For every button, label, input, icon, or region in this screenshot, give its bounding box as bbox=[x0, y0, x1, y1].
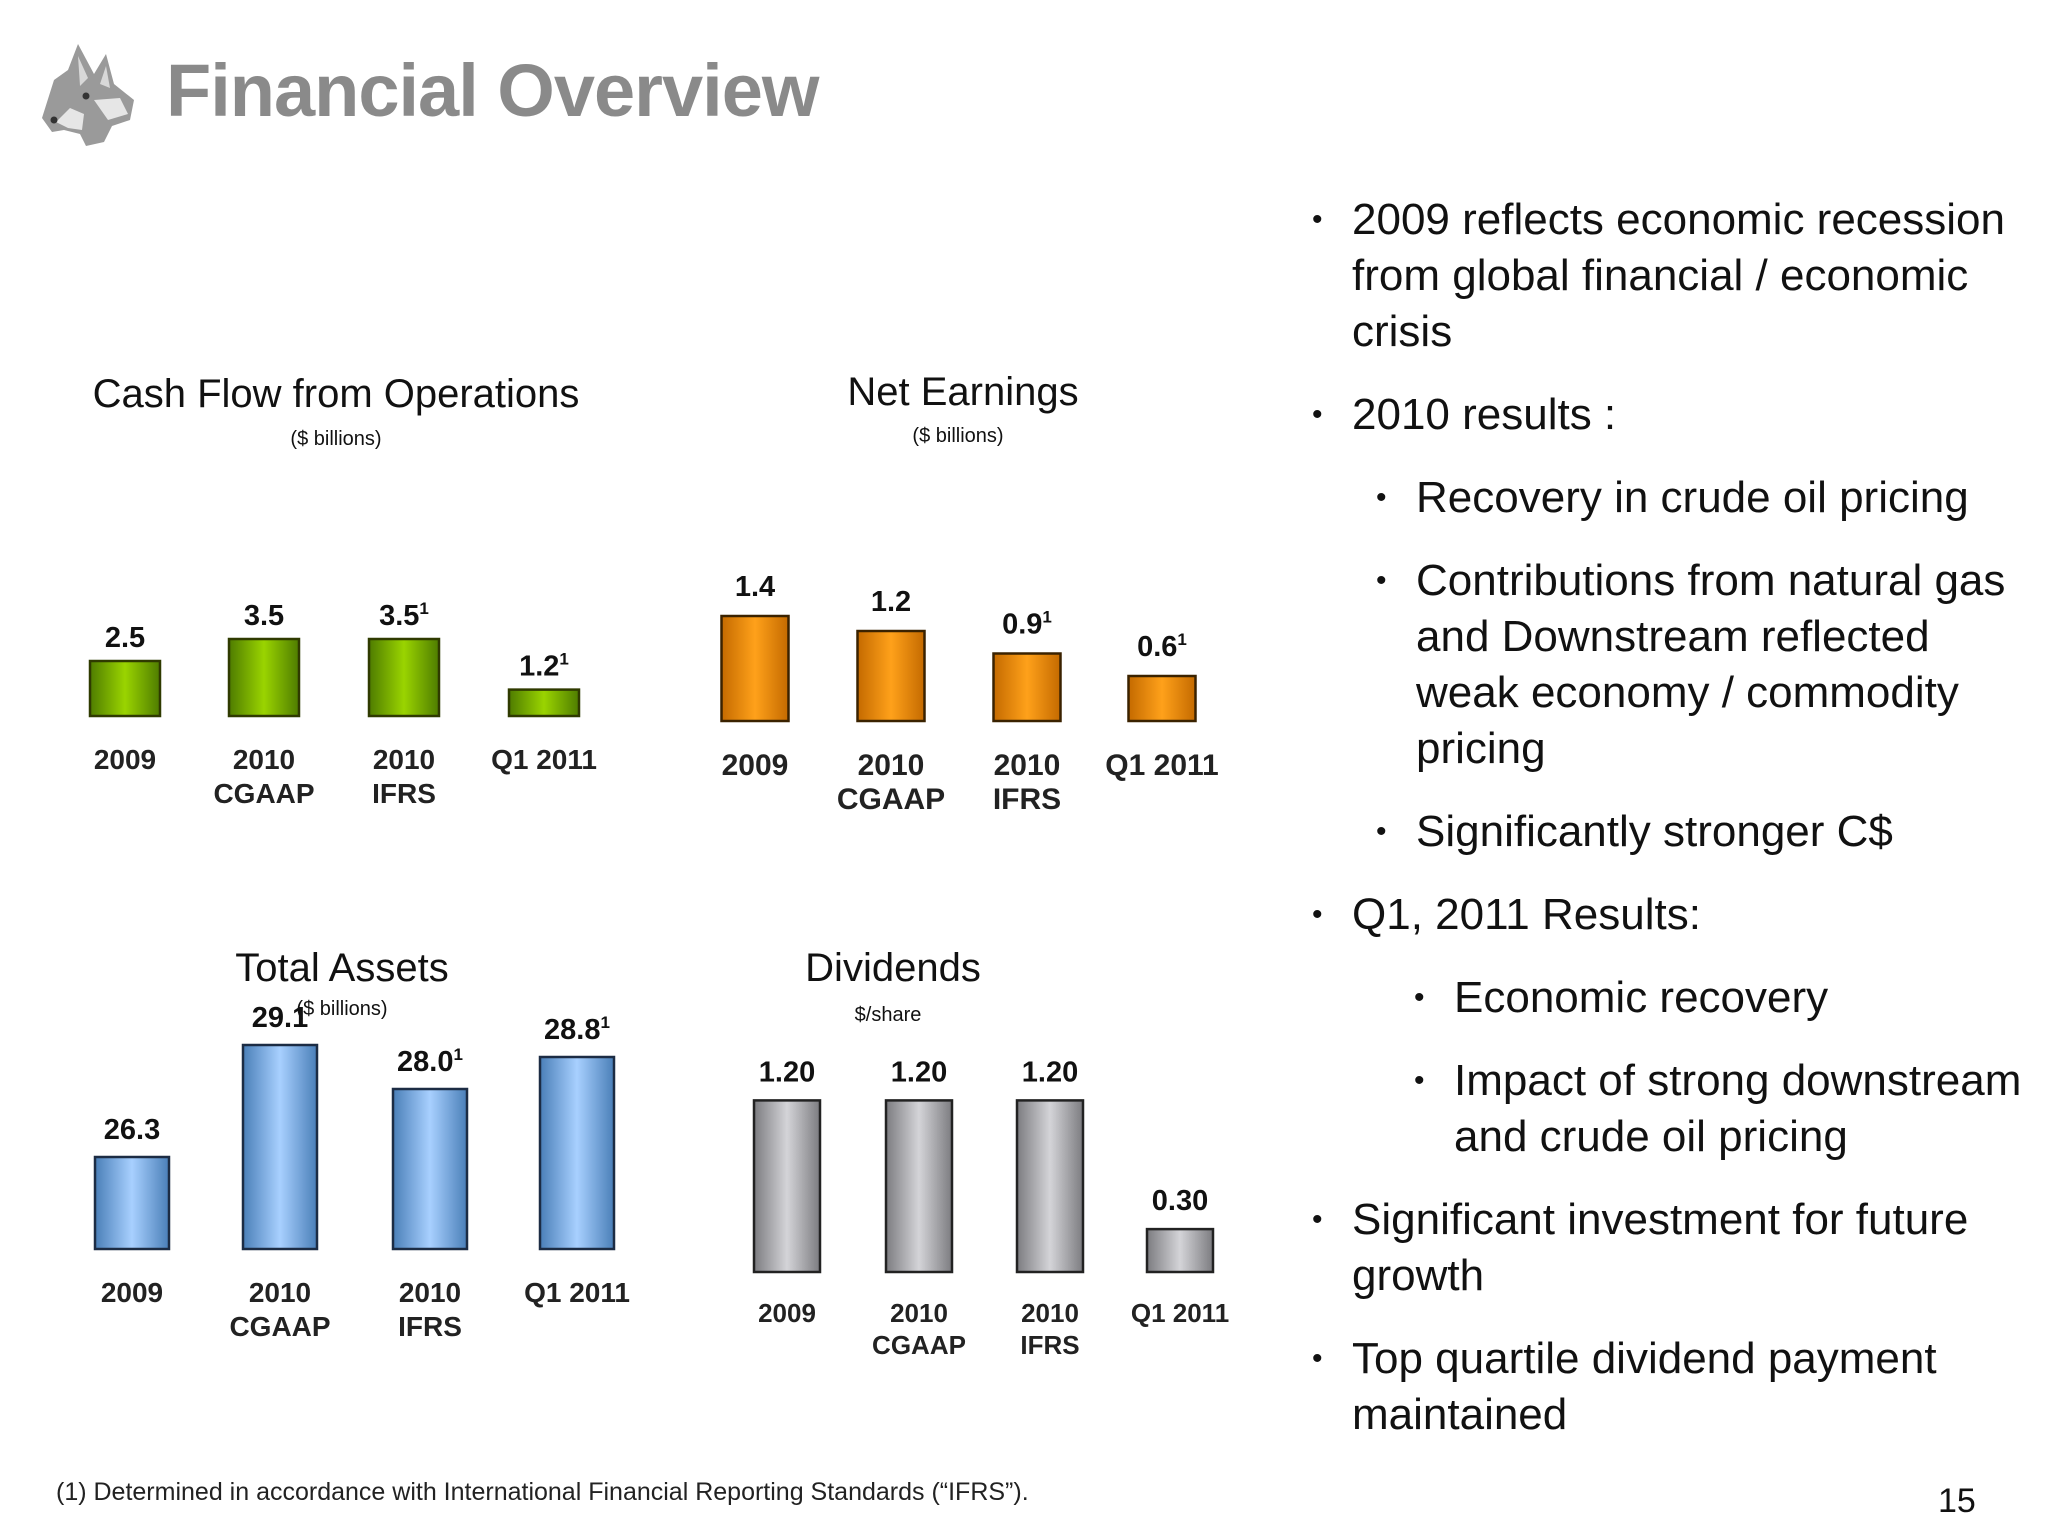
bar-cfo-2 bbox=[367, 637, 441, 718]
value-label-ne-3: 0.61 bbox=[1137, 630, 1187, 663]
page-number: 15 bbox=[1938, 1482, 1976, 1520]
value-label-cfo-2: 3.51 bbox=[379, 599, 429, 632]
value-label-div-1: 1.20 bbox=[891, 1056, 947, 1088]
bullet-investment-growth: Significant investment for future growth bbox=[1300, 1192, 2040, 1304]
bullet-crude-oil-pricing: Recovery in crude oil pricing bbox=[1364, 470, 2040, 526]
bullet-strong-downstream: Impact of strong downstream and crude oi… bbox=[1402, 1053, 2040, 1165]
chart-unit-total-assets: ($ billions) bbox=[296, 998, 388, 1020]
bullet-2009-recession: 2009 reflects economic recession from gl… bbox=[1300, 192, 2040, 360]
category-label-ne-3-0: Q1 2011 bbox=[1105, 749, 1218, 782]
value-label-div-0: 1.20 bbox=[759, 1056, 815, 1088]
bar-ta-2 bbox=[391, 1087, 469, 1251]
chart-title-cfo: Cash Flow from Operations bbox=[92, 372, 580, 416]
bar-ne-2 bbox=[992, 652, 1062, 723]
bar-ne-1 bbox=[856, 629, 926, 723]
value-label-ne-2: 0.91 bbox=[1002, 608, 1052, 641]
commentary-bullets: 2009 reflects economic recession from gl… bbox=[1300, 192, 2040, 1470]
bullet-stronger-cad: Significantly stronger C$ bbox=[1364, 804, 2040, 860]
bar-ne-3 bbox=[1127, 674, 1197, 723]
bar-ta-1 bbox=[241, 1043, 319, 1251]
category-label-div-1-1: CGAAP bbox=[872, 1330, 966, 1360]
category-label-ne-1-1: CGAAP bbox=[837, 783, 945, 816]
category-label-div-1-0: 2010 bbox=[890, 1298, 948, 1328]
category-label-ne-1-0: 2010 bbox=[858, 749, 925, 782]
bar-ta-0 bbox=[93, 1155, 171, 1251]
category-label-ta-1-1: CGAAP bbox=[229, 1311, 330, 1342]
bullet-q1-2011-results: Q1, 2011 Results: bbox=[1300, 887, 2040, 943]
value-label-div-3: 0.30 bbox=[1152, 1185, 1208, 1217]
category-label-ne-2-1: IFRS bbox=[993, 783, 1061, 816]
chart-unit-dividends: $/share bbox=[854, 1004, 922, 1026]
category-label-div-3-0: Q1 2011 bbox=[1131, 1298, 1229, 1328]
value-label-cfo-1: 3.5 bbox=[244, 600, 284, 632]
value-label-div-2: 1.20 bbox=[1022, 1056, 1078, 1088]
value-label-ta-2: 28.01 bbox=[397, 1045, 463, 1078]
category-label-cfo-0-0: 2009 bbox=[94, 744, 156, 775]
value-label-cfo-0: 2.5 bbox=[105, 622, 145, 654]
category-label-ta-3-0: Q1 2011 bbox=[524, 1277, 630, 1308]
value-label-ta-3: 28.81 bbox=[544, 1013, 610, 1046]
category-label-div-2-1: IFRS bbox=[1020, 1330, 1079, 1360]
value-label-cfo-3: 1.21 bbox=[519, 650, 569, 683]
bar-cfo-0 bbox=[88, 659, 162, 718]
category-label-cfo-2-0: 2010 bbox=[373, 744, 435, 775]
bar-div-1 bbox=[884, 1099, 954, 1274]
category-label-cfo-1-0: 2010 bbox=[233, 744, 295, 775]
category-label-ta-2-0: 2010 bbox=[399, 1277, 461, 1308]
category-label-div-2-0: 2010 bbox=[1021, 1298, 1079, 1328]
category-label-ne-0-0: 2009 bbox=[722, 749, 789, 782]
bullet-natural-gas-downstream: Contributions from natural gas and Downs… bbox=[1364, 553, 2040, 777]
bar-ta-3 bbox=[538, 1055, 616, 1251]
chart-unit-cfo: ($ billions) bbox=[290, 428, 382, 450]
category-label-cfo-3-0: Q1 2011 bbox=[491, 744, 597, 775]
bar-ne-0 bbox=[720, 614, 790, 723]
value-label-ne-1: 1.2 bbox=[871, 586, 911, 618]
chart-title-total-assets: Total Assets bbox=[235, 946, 449, 990]
chart-unit-net-earnings: ($ billions) bbox=[912, 425, 1004, 447]
bar-div-0 bbox=[752, 1099, 822, 1274]
category-label-cfo-2-1: IFRS bbox=[372, 778, 436, 809]
chart-title-net-earnings: Net Earnings bbox=[847, 370, 1079, 414]
category-label-ta-0-0: 2009 bbox=[101, 1277, 163, 1308]
bar-cfo-1 bbox=[227, 637, 301, 718]
bullet-economic-recovery: Economic recovery bbox=[1402, 970, 2040, 1026]
value-label-ta-0: 26.3 bbox=[104, 1114, 160, 1146]
bullet-2010-results: 2010 results : bbox=[1300, 387, 2040, 443]
bar-cfo-3 bbox=[507, 688, 581, 718]
category-label-ta-1-0: 2010 bbox=[249, 1277, 311, 1308]
husky-logo bbox=[42, 44, 134, 146]
page-title: Financial Overview bbox=[166, 49, 819, 132]
value-label-ne-0: 1.4 bbox=[735, 571, 775, 603]
footnote: (1) Determined in accordance with Intern… bbox=[56, 1478, 1029, 1506]
category-label-cfo-1-1: CGAAP bbox=[213, 778, 314, 809]
chart-title-dividends: Dividends bbox=[805, 946, 981, 990]
bar-div-3 bbox=[1145, 1227, 1215, 1274]
category-label-ne-2-0: 2010 bbox=[994, 749, 1061, 782]
category-label-ta-2-1: IFRS bbox=[398, 1311, 462, 1342]
bullet-dividend-maintained: Top quartile dividend payment maintained bbox=[1300, 1331, 2040, 1443]
category-label-div-0-0: 2009 bbox=[758, 1298, 816, 1328]
bar-div-2 bbox=[1015, 1099, 1085, 1274]
